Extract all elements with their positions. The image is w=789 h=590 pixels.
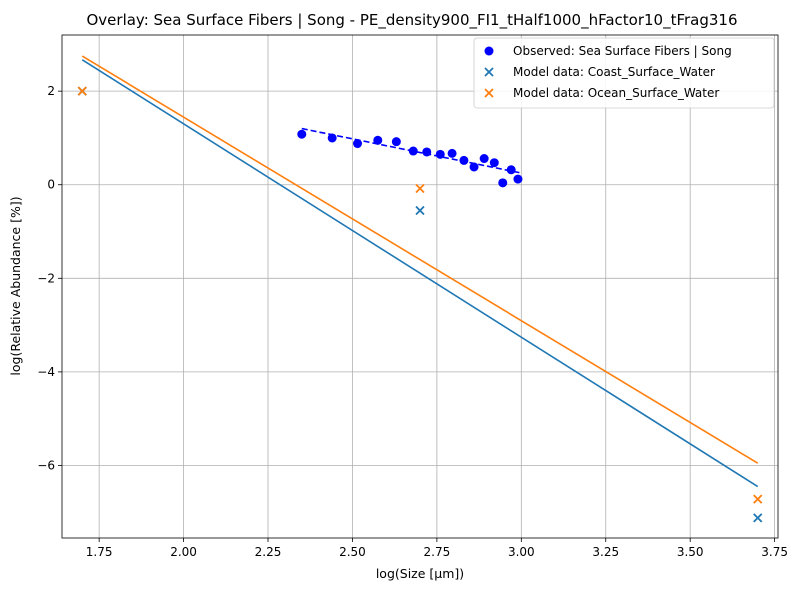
data-point-model-data-coast-surface-water	[415, 205, 425, 216]
data-point-observed-sea-surface-fibers-song	[327, 133, 337, 143]
plot-background	[62, 35, 778, 538]
data-point-observed-sea-surface-fibers-song	[489, 158, 499, 168]
series-model-data-ocean-surface-water	[77, 86, 763, 504]
y-tick-label: −4	[37, 365, 55, 379]
data-point-model-data-ocean-surface-water	[415, 183, 425, 194]
legend-marker	[484, 67, 494, 77]
x-tick-label: 3.25	[592, 545, 619, 559]
data-point-observed-sea-surface-fibers-song	[479, 154, 489, 164]
data-point-observed-sea-surface-fibers-song	[373, 135, 383, 145]
series-line-ocean-fit	[81, 55, 759, 464]
legend-marker	[484, 46, 494, 56]
data-point-observed-sea-surface-fibers-song	[506, 165, 516, 175]
ticks: 1.75 2.00 2.25 2.50 2.75 3.00 3.25 3.50 3.75 −6 −4…	[37, 84, 788, 559]
y-tick-label: 2	[47, 84, 55, 98]
data-point-observed-sea-surface-fibers-song	[459, 155, 469, 165]
legend: Observed: Sea Surface Fibers | Song Model…	[473, 37, 775, 109]
data-point-model-data-ocean-surface-water	[77, 86, 87, 96]
grid	[62, 35, 778, 538]
legend-entry-label: Observed: Sea Surface Fibers | Song	[513, 44, 732, 58]
plot-frame	[61, 34, 779, 539]
legend-entry-label: Model data: Ocean_Surface_Water	[513, 86, 719, 100]
data-point-model-data-coast-surface-water-stroke	[415, 205, 425, 216]
legend-box	[473, 37, 775, 109]
data-point-observed-sea-surface-fibers-song	[447, 148, 457, 158]
x-tick-label: 2.75	[424, 545, 451, 559]
data-point-model-data-ocean-surface-water-stroke	[77, 86, 87, 96]
x-axis-label: log(Size [µm])	[376, 566, 464, 581]
data-point-model-data-ocean-surface-water-stroke	[415, 183, 425, 194]
y-tick-label: 0	[47, 178, 55, 192]
x-tick-label: 3.75	[761, 545, 788, 559]
data-point-observed-sea-surface-fibers-song	[297, 129, 307, 139]
legend-entry-label: Model data: Coast_Surface_Water	[513, 65, 715, 79]
y-axis-label: log(Relative Abundance [%])	[8, 196, 23, 375]
plot-area: 1.75 2.00 2.25 2.50 2.75 3.00 3.25 3.50 3.75 −6 −4…	[37, 34, 788, 559]
data-point-observed-sea-surface-fibers-song	[353, 139, 363, 149]
data-point-observed-sea-surface-fibers-song	[422, 147, 432, 157]
series-line-coast-fit	[81, 59, 759, 488]
data-point-model-data-ocean-surface-water-stroke	[753, 494, 763, 504]
data-point-model-data-coast-surface-water	[753, 513, 763, 523]
series-observed-sea-surface-fibers-song	[297, 129, 523, 188]
x-tick-label: 3.50	[677, 545, 704, 559]
legend-marker-stroke	[484, 88, 494, 98]
data-point-observed-sea-surface-fibers-song	[498, 178, 508, 188]
x-tick-label: 2.00	[170, 545, 197, 559]
chart-title: Overlay: Sea Surface Fibers | Song - PE_…	[86, 11, 737, 30]
data-point-model-data-coast-surface-water-stroke	[753, 513, 763, 523]
legend-marker	[484, 88, 494, 98]
data-point-observed-sea-surface-fibers-song	[435, 149, 445, 159]
x-tick-label: 2.25	[255, 545, 282, 559]
data-point-observed-sea-surface-fibers-song	[391, 137, 401, 147]
y-tick-label: −6	[37, 458, 55, 472]
legend-marker-stroke	[484, 67, 494, 77]
x-tick-label: 3.00	[508, 545, 535, 559]
series-layer	[77, 55, 763, 523]
y-tick-label: −2	[37, 271, 55, 285]
data-point-observed-sea-surface-fibers-song	[513, 174, 523, 184]
x-tick-label: 1.75	[86, 545, 113, 559]
data-point-observed-sea-surface-fibers-song	[469, 162, 479, 172]
data-point-observed-sea-surface-fibers-song	[408, 146, 418, 156]
data-point-model-data-ocean-surface-water	[753, 494, 763, 504]
x-tick-label: 2.50	[339, 545, 366, 559]
